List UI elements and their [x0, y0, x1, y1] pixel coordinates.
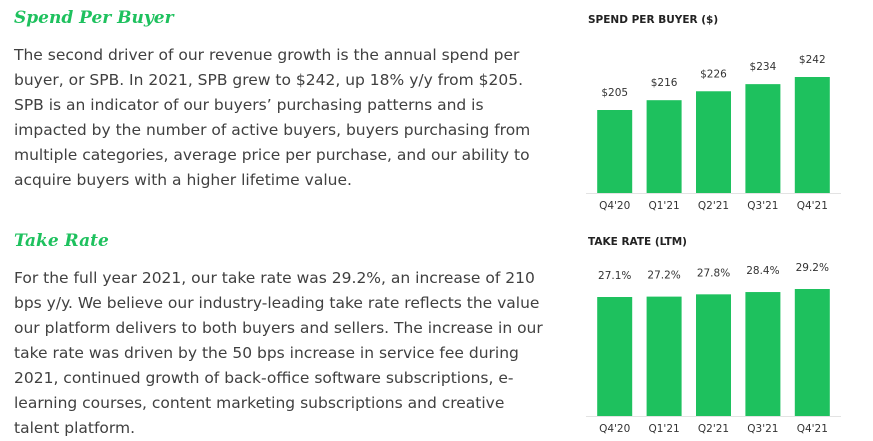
spend-per-buyer-tick-label: Q3'21 [747, 200, 778, 212]
take-rate-tick-label: Q1'21 [648, 423, 679, 435]
take-rate-chart-title: TAKE RATE (LTM) [588, 236, 687, 248]
take-rate-data-label: 27.2% [647, 270, 680, 282]
take-rate-data-label: 27.1% [598, 270, 631, 282]
take-rate-chart-svg: 27.1% Q4'20 27.2% Q1'21 27.8% Q2'21 28.4% Q3'21… [586, 262, 841, 435]
take-rate-data-label: 27.8% [697, 267, 730, 279]
spend-per-buyer-bar [696, 91, 731, 193]
spend-per-buyer-chart-svg: $205 Q4'20 $216 Q1'21 $226 Q2'21 $234 Q3'21 $242… [586, 54, 841, 212]
spend-per-buyer-tick-label: Q2'21 [698, 200, 729, 212]
spend-per-buyer-bar [597, 110, 633, 193]
take-rate-data-label: 29.2% [796, 262, 829, 274]
spend-per-buyer-data-label: $234 [750, 61, 777, 73]
take-rate-paragraph: For the full year 2021, our take rate wa… [14, 269, 543, 437]
take-rate-bar [646, 296, 682, 416]
take-rate-tick-label: Q2'21 [698, 423, 729, 435]
take-rate-heading: Take Rate [14, 231, 109, 251]
take-rate-tick-label: Q4'20 [599, 423, 630, 435]
take-rate-tick-label: Q4'21 [797, 423, 828, 435]
spend-per-buyer-tick-label: Q4'21 [797, 200, 828, 212]
take-rate-bar [745, 292, 781, 416]
take-rate-tick-label: Q3'21 [747, 423, 778, 435]
spend-per-buyer-data-label: $242 [799, 54, 826, 66]
spend-per-buyer-tick-label: Q1'21 [648, 200, 679, 212]
take-rate-bar [696, 294, 731, 416]
spend-per-buyer-tick-label: Q4'20 [599, 200, 630, 212]
spend-per-buyer-data-label: $205 [601, 87, 628, 99]
spend-per-buyer-chart-title: SPEND PER BUYER ($) [588, 14, 719, 26]
spend-per-buyer-section: Spend Per Buyer The second driver of our… [14, 8, 554, 193]
take-rate-data-label: 28.4% [746, 265, 779, 277]
spend-per-buyer-heading: Spend Per Buyer [14, 8, 174, 28]
spend-per-buyer-bar [794, 77, 830, 193]
take-rate-bar [597, 297, 633, 416]
spend-per-buyer-paragraph: The second driver of our revenue growth … [14, 46, 531, 189]
spend-per-buyer-data-label: $226 [700, 68, 727, 80]
spend-per-buyer-bar [646, 100, 682, 193]
spend-per-buyer-bar [745, 84, 781, 193]
take-rate-section: Take Rate For the full year 2021, our ta… [14, 231, 554, 441]
spend-per-buyer-chart: SPEND PER BUYER ($) $205 Q4'20 $216 Q1'21 $2… [580, 14, 845, 214]
take-rate-bar [794, 289, 830, 416]
take-rate-chart: TAKE RATE (LTM) 27.1% Q4'20 27.2% Q1'21 27.8… [580, 236, 845, 436]
spend-per-buyer-data-label: $216 [651, 77, 678, 89]
